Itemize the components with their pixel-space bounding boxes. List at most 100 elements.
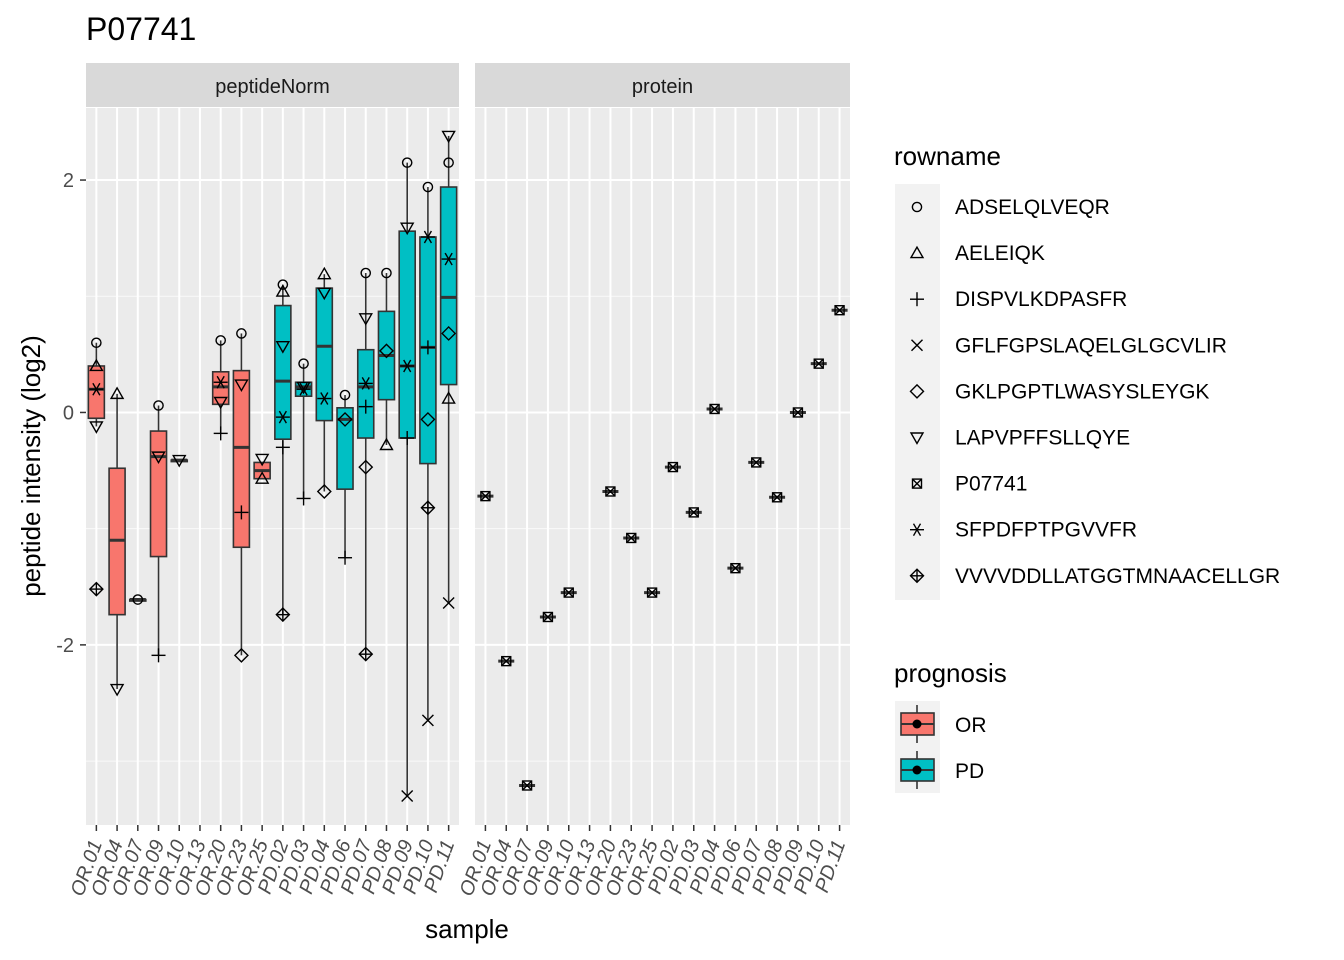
point-PD.08-diamond — [378, 343, 394, 359]
legend-label-rowname: AELEIQK — [955, 242, 1045, 265]
point-PD.07-triangle-down — [358, 313, 373, 326]
point-OR.01-asterisk — [89, 382, 104, 396]
strip-peptideNorm — [86, 63, 459, 107]
legend-label-rowname: GKLPGPTLWASYSLEYGK — [955, 380, 1209, 403]
point-PD.04-asterisk — [317, 392, 332, 405]
protein-box-PD.11 — [831, 305, 848, 316]
strip-label-protein: protein — [632, 76, 693, 98]
legend-title-rowname: rowname — [894, 141, 1001, 171]
point-PD.02-triangle-up — [275, 284, 291, 297]
strip-label-peptideNorm: peptideNorm — [215, 76, 330, 98]
point-PD.10-circle — [422, 181, 434, 193]
protein-points — [477, 305, 848, 791]
point-PD.09-asterisk — [400, 359, 415, 373]
point-OR.23-circle — [236, 328, 247, 339]
grid-lines — [86, 108, 850, 825]
panel-background-protein — [475, 108, 850, 825]
protein-box-PD.10 — [810, 358, 827, 369]
point-PD.07-plus — [358, 399, 373, 414]
legend-label-rowname: GFLFGPSLAQELGLGCVLIR — [955, 334, 1227, 357]
protein-point-PD.06 — [730, 562, 741, 574]
protein-box-OR.07 — [519, 780, 536, 791]
box-PD.06 — [336, 395, 354, 558]
legend-label-rowname: P07741 — [955, 473, 1027, 496]
protein-box-OR.25 — [644, 587, 661, 598]
protein-box-PD.08 — [769, 492, 786, 503]
legend-key-SFPDFPTPGVVFR — [910, 523, 924, 537]
y-axis: -2 0 2 — [56, 170, 86, 657]
protein-point-OR.10 — [563, 587, 574, 598]
legend-label-rowname: VVVVDDLLATGGTMNAACELLGR — [955, 565, 1280, 588]
legend-label-prognosis: PD — [955, 760, 984, 783]
point-PD.11-circle — [443, 157, 454, 168]
box-OR.07 — [129, 598, 147, 602]
legend-label-rowname: LAPVPFFSLLQYE — [955, 427, 1130, 450]
point-OR.09-plus — [151, 648, 166, 663]
box-OR.09 — [149, 405, 168, 656]
box-PD.02 — [274, 284, 292, 615]
x-axis-label: sample — [425, 914, 509, 944]
point-OR.20-circle — [215, 335, 226, 346]
box-PD.04 — [315, 274, 334, 492]
point-OR.20-asterisk — [213, 375, 228, 389]
y-axis-label: peptide intensity (log2) — [16, 335, 46, 597]
protein-box-PD.09 — [789, 407, 806, 418]
point-OR.10-triangle-down — [172, 454, 187, 468]
protein-point-OR.09 — [542, 611, 554, 623]
box-OR.23 — [232, 333, 251, 656]
legend-label-rowname: DISPVLKDPASFR — [955, 288, 1127, 311]
protein-point-OR.23 — [626, 532, 637, 544]
point-PD.02-plus — [275, 440, 290, 455]
protein-point-OR.20 — [605, 486, 616, 497]
point-PD.10-diamond — [420, 411, 436, 427]
protein-box-PD.06 — [727, 562, 744, 574]
point-PD.04-triangle-up — [317, 266, 332, 280]
point-OR.23-diamond — [233, 647, 249, 663]
protein-point-PD.03 — [688, 507, 699, 518]
point-PD.06-circle — [339, 389, 351, 401]
legend-title-prognosis: prognosis — [894, 658, 1007, 688]
point-OR.01-triangle-down — [89, 421, 104, 434]
x-axis: OR.01OR.04OR.07OR.09OR.10OR.13OR.20OR.23… — [67, 825, 850, 899]
protein-box-PD.04 — [706, 403, 723, 415]
legend-key-ADSELQLVEQR — [911, 201, 923, 213]
legend-key-PD — [900, 751, 935, 789]
point-PD.02-circle — [277, 279, 289, 290]
point-PD.04-diamond — [316, 483, 332, 499]
y-tick-label: -2 — [56, 635, 74, 657]
legend-key-GKLPGPTLWASYSLEYGK — [909, 383, 925, 399]
point-OR.07-circle — [132, 594, 144, 605]
point-PD.11-cross — [442, 597, 455, 610]
protein-point-OR.07 — [521, 780, 533, 791]
point-PD.10-asterisk — [420, 230, 435, 244]
point-PD.06-plus — [338, 550, 353, 565]
point-PD.03-plus — [296, 491, 311, 506]
protein-box-PD.02 — [664, 461, 681, 473]
point-PD.09-circle — [401, 157, 413, 168]
protein-box-OR.23 — [623, 532, 640, 544]
point-OR.01-circle — [91, 337, 102, 349]
point-PD.07-diamond — [358, 459, 374, 475]
protein-box-OR.01 — [477, 490, 494, 502]
point-PD.09-triangle-down — [399, 222, 415, 236]
point-OR.09-circle — [153, 400, 164, 411]
legend-key-VVVVDDLLATGGTMNAACELLGR — [909, 568, 925, 584]
point-PD.02-triangle-down — [275, 341, 291, 354]
protein-box-PD.07 — [748, 457, 765, 468]
point-PD.11-triangle-down — [441, 130, 456, 144]
point-OR.01-diamond-plus — [88, 581, 104, 597]
protein-box-OR.20 — [602, 486, 619, 497]
y-tick-label: 2 — [63, 170, 74, 192]
protein-point-PD.11 — [834, 305, 845, 316]
boxes — [87, 135, 458, 796]
legend-prognosis: OR PD — [900, 705, 987, 789]
protein-point-PD.10 — [813, 358, 824, 369]
point-OR.23-triangle-down — [234, 379, 249, 392]
legend-key-LAPVPFFSLLQYE — [909, 432, 925, 445]
point-PD.09-cross — [401, 789, 414, 802]
point-OR.04-triangle-up — [109, 386, 125, 400]
point-PD.07-asterisk — [358, 377, 373, 390]
strip-protein — [475, 63, 850, 107]
point-PD.02-diamond-plus — [275, 607, 291, 623]
chart-title: P07741 — [86, 11, 196, 47]
